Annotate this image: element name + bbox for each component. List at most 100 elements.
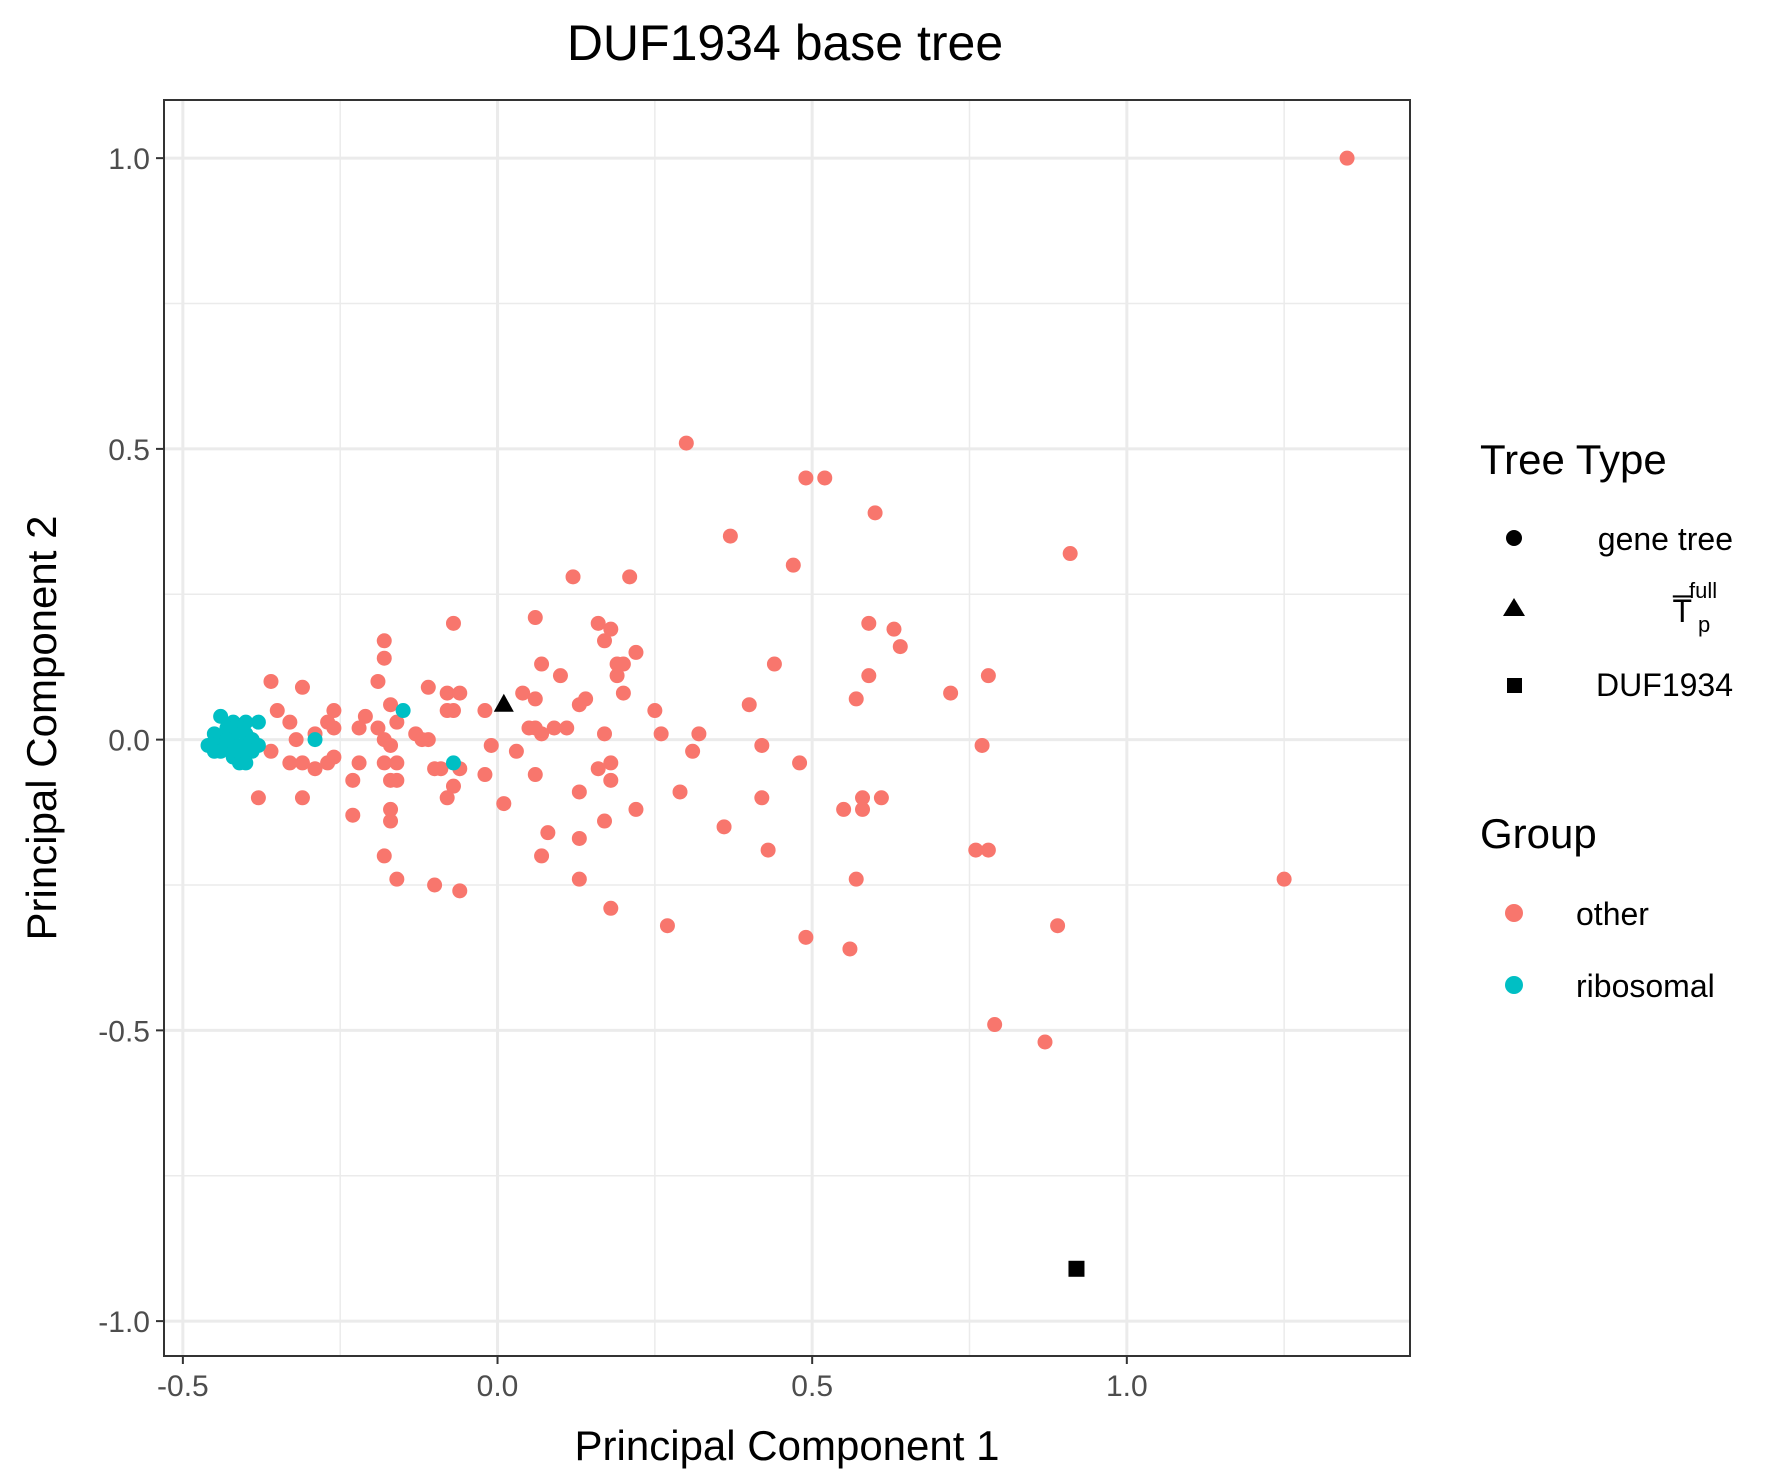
point-other	[628, 801, 644, 817]
plot-panel	[163, 99, 1411, 1357]
point-other	[1062, 546, 1078, 562]
point-other	[534, 726, 550, 742]
point-other	[691, 726, 707, 742]
point-other	[597, 633, 613, 649]
point-other	[534, 656, 550, 672]
point-other	[307, 761, 323, 777]
legend-key-ribosomal	[1505, 976, 1523, 994]
point-other	[282, 755, 298, 771]
point-ribosomal	[213, 708, 229, 724]
point-other	[351, 755, 367, 771]
point-other	[527, 610, 543, 626]
point-other	[987, 1017, 1003, 1033]
point-ribosomal	[250, 714, 266, 730]
x-tick-label: 0.0	[477, 1370, 519, 1403]
point-other	[980, 842, 996, 858]
point-other	[785, 557, 801, 573]
y-tick-label: -1.0	[98, 1306, 150, 1339]
point-other	[515, 685, 531, 701]
point-other	[798, 929, 814, 945]
point-other	[427, 877, 443, 893]
special-points	[493, 693, 1085, 1277]
point-other	[376, 633, 392, 649]
legend-key-triangle	[1503, 598, 1525, 616]
point-other	[603, 755, 619, 771]
point-other	[376, 755, 392, 771]
point-other	[565, 569, 581, 585]
x-tick-label: 0.5	[791, 1370, 833, 1403]
point-other	[559, 720, 575, 736]
point-other	[452, 883, 468, 899]
point-other	[376, 650, 392, 666]
point-other	[357, 708, 373, 724]
point-other	[798, 470, 814, 486]
point-ribosomal	[238, 755, 254, 771]
point-other	[571, 830, 587, 846]
point-other	[552, 668, 568, 684]
point-other	[855, 790, 871, 806]
legend-title-tree-type: Tree Type	[1480, 436, 1667, 483]
point-other	[817, 470, 833, 486]
point-other	[722, 528, 738, 544]
point-other	[383, 801, 399, 817]
point-other	[483, 737, 499, 753]
point-other	[609, 668, 625, 684]
y-axis: -1.0 -0.5 0.0 0.5 1.0	[98, 143, 164, 1339]
point-other	[892, 639, 908, 655]
point-other	[433, 761, 449, 777]
chart-title: DUF1934 base tree	[567, 15, 1003, 71]
legend-label-ribosomal: ribosomal	[1576, 968, 1715, 1004]
point-other	[836, 801, 852, 817]
point-other	[760, 842, 776, 858]
point-other	[1339, 150, 1355, 166]
y-tick-label: 1.0	[108, 143, 150, 176]
point-other	[420, 679, 436, 695]
point-other	[943, 685, 959, 701]
point-other	[370, 720, 386, 736]
point-tp-full-triangle	[493, 693, 514, 712]
point-other	[527, 767, 543, 783]
point-other	[376, 848, 392, 864]
point-other	[603, 772, 619, 788]
point-other	[250, 790, 266, 806]
point-other	[263, 743, 279, 759]
point-other	[439, 790, 455, 806]
point-other	[445, 615, 461, 631]
point-other	[534, 848, 550, 864]
point-other	[792, 755, 808, 771]
point-ribosomal	[307, 732, 323, 748]
point-other	[842, 941, 858, 957]
point-other	[1050, 918, 1066, 934]
point-other	[439, 685, 455, 701]
point-other	[968, 842, 984, 858]
point-other	[546, 720, 562, 736]
point-other	[508, 743, 524, 759]
point-other	[477, 767, 493, 783]
legend-key-other	[1505, 904, 1523, 922]
point-other	[320, 755, 336, 771]
point-other	[294, 790, 310, 806]
legend-label-tp-sup: full	[1689, 578, 1717, 603]
point-other	[597, 813, 613, 829]
point-other	[351, 720, 367, 736]
legend-label-gene-tree: gene tree	[1598, 521, 1733, 557]
point-other	[1037, 1034, 1053, 1050]
point-other	[445, 778, 461, 794]
point-other	[383, 737, 399, 753]
point-other	[766, 656, 782, 672]
point-other	[855, 801, 871, 817]
point-other	[615, 656, 631, 672]
point-other	[571, 871, 587, 887]
point-other	[288, 732, 304, 748]
point-other	[615, 685, 631, 701]
point-other	[571, 697, 587, 713]
point-other	[678, 435, 694, 451]
point-other	[741, 697, 757, 713]
point-other	[603, 900, 619, 916]
point-other	[659, 918, 675, 934]
legend-label-tp-sub: p	[1698, 612, 1710, 637]
point-other	[590, 615, 606, 631]
point-other	[754, 790, 770, 806]
point-duf1934-square	[1068, 1260, 1085, 1277]
